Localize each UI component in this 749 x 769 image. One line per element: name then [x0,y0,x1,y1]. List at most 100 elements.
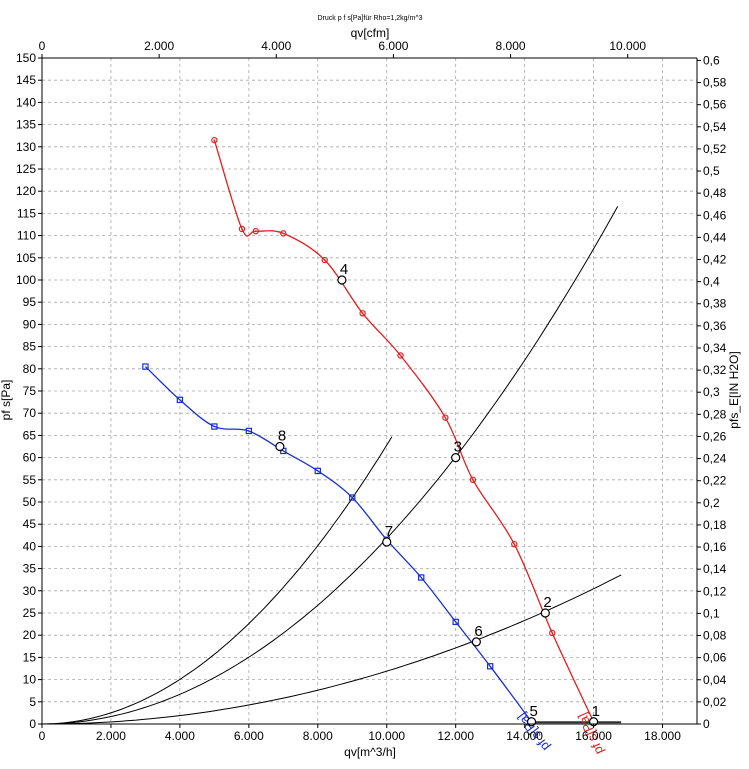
operating-points: 1 2 3 4 5 6 7 8 [275,261,600,727]
y-tick-label: 10 [23,673,37,687]
x-tick-label: 18.000 [644,729,681,743]
x-tick-label: 14.000 [506,729,543,743]
grid [42,58,697,724]
series-point-dot [399,354,402,357]
operating-point-marker [540,608,550,618]
y2-tick-label: 0,3 [703,385,720,399]
operating-point-label: 2 [543,594,551,611]
series-point [418,574,425,581]
series-point-dot [282,232,285,235]
series-point-dot [444,416,447,419]
series-point [486,663,494,670]
operating-point-marker [337,275,347,285]
y2-tick-label: 0,38 [703,297,727,311]
y-tick-label: 40 [23,539,37,553]
series-point [442,414,449,421]
x2-tick-label: 8.000 [496,39,526,53]
y-tick-label: 110 [17,229,36,243]
operating-point-label: 3 [454,439,462,456]
x2-tick-label: 10.000 [609,39,646,53]
x2-tick-label: 2.000 [144,39,174,53]
series-point [321,256,328,264]
system-curve [42,574,622,725]
chart-title: Druck p f s[Pa]für Rho=1,2kg/m^3 [317,15,422,22]
series-point [176,396,184,404]
operating-point-label: 4 [340,261,348,278]
series-point-dot [213,139,216,141]
y2-tick-label: 0,26 [703,429,727,443]
series-point-dot [472,479,474,481]
y-tick-label: 105 [16,251,36,265]
y-tick-label: 30 [23,584,37,598]
y2-tick-label: 0,02 [703,695,727,709]
y-axis-title: pf s[Pa] [0,380,13,421]
y-tick-label: 140 [16,95,36,109]
y-tick-label: 135 [16,118,36,132]
operating-point-label: 6 [474,623,482,640]
operating-point-marker [451,453,461,463]
y2-tick-label: 0,2 [703,496,720,510]
operating-point-label: 5 [530,703,538,720]
series-point [469,476,477,483]
series-line-0 [213,139,595,723]
y2-tick-label: 0,24 [703,452,727,466]
system-curve [41,206,619,725]
y-tick-label: 95 [23,295,37,309]
y2-tick-label: 0,34 [703,341,727,355]
x-tick-label: 12.000 [437,729,474,743]
y-tick-label: 45 [23,517,37,531]
y2-tick-label: 0,6 [703,53,720,67]
system-curve [42,436,393,725]
series-point-dot [241,228,243,230]
y-tick-label: 130 [16,140,36,154]
y-tick-label: 60 [23,451,37,465]
y2-axis-title: pfs_E[IN H2O] [727,351,741,428]
y-tick-label: 70 [23,406,37,420]
y-tick-label: 75 [23,384,37,398]
x-tick-label: 16.000 [575,729,612,743]
operating-point-marker [275,441,285,452]
operating-point-label: 7 [385,523,393,540]
series-point [397,352,404,359]
x-axis-title: qv[m^3/h] [344,745,396,759]
y2-tick-label: 0,52 [703,142,727,156]
x2-tick-label: 6.000 [378,39,408,53]
y-tick-label: 150 [16,51,36,65]
series-point [452,618,459,626]
series-point-dot [254,230,257,232]
y-tick-label: 120 [16,184,36,198]
y2-tick-label: 0,54 [703,120,727,134]
y2-tick-label: 0,36 [703,319,727,333]
y-tick-label: 100 [16,273,36,287]
y2-tick-label: 0,46 [703,208,727,222]
tick-labels: 0 2.000 4.000 6.000 8.000 10.000 12.000 14.000 1… [16,39,727,743]
series-point [349,494,356,501]
y-tick-label: 25 [23,606,37,620]
series-point [142,363,149,370]
y-tick-label: 80 [23,362,37,376]
x-tick-label: 8.000 [303,729,333,743]
y2-tick-label: 0,4 [703,275,720,289]
series-point [549,629,556,637]
x-tick-label: 10.000 [368,729,405,743]
series-point [511,540,518,548]
y-tick-label: 0 [29,717,36,731]
y-tick-label: 145 [16,73,36,87]
y2-tick-label: 0,08 [703,629,727,643]
series-point [211,136,218,144]
series-point-dot [323,259,326,261]
operating-point-marker [471,637,481,647]
x-tick-label: 4.000 [165,729,195,743]
y2-tick-label: 0,04 [703,673,727,687]
series-point [280,230,287,237]
data-series: pf s[Pa]pf s[Pa] [142,136,606,757]
x2-axis-title: qv[cfm] [351,26,390,40]
y2-tick-label: 0,56 [703,98,727,112]
x2-tick-label: 4.000 [261,39,291,53]
y2-tick-label: 0,18 [703,518,727,532]
y2-tick-label: 0,44 [703,230,727,244]
y-tick-label: 65 [23,428,37,442]
operating-point-marker [382,537,392,547]
y2-tick-label: 0,16 [703,540,727,554]
